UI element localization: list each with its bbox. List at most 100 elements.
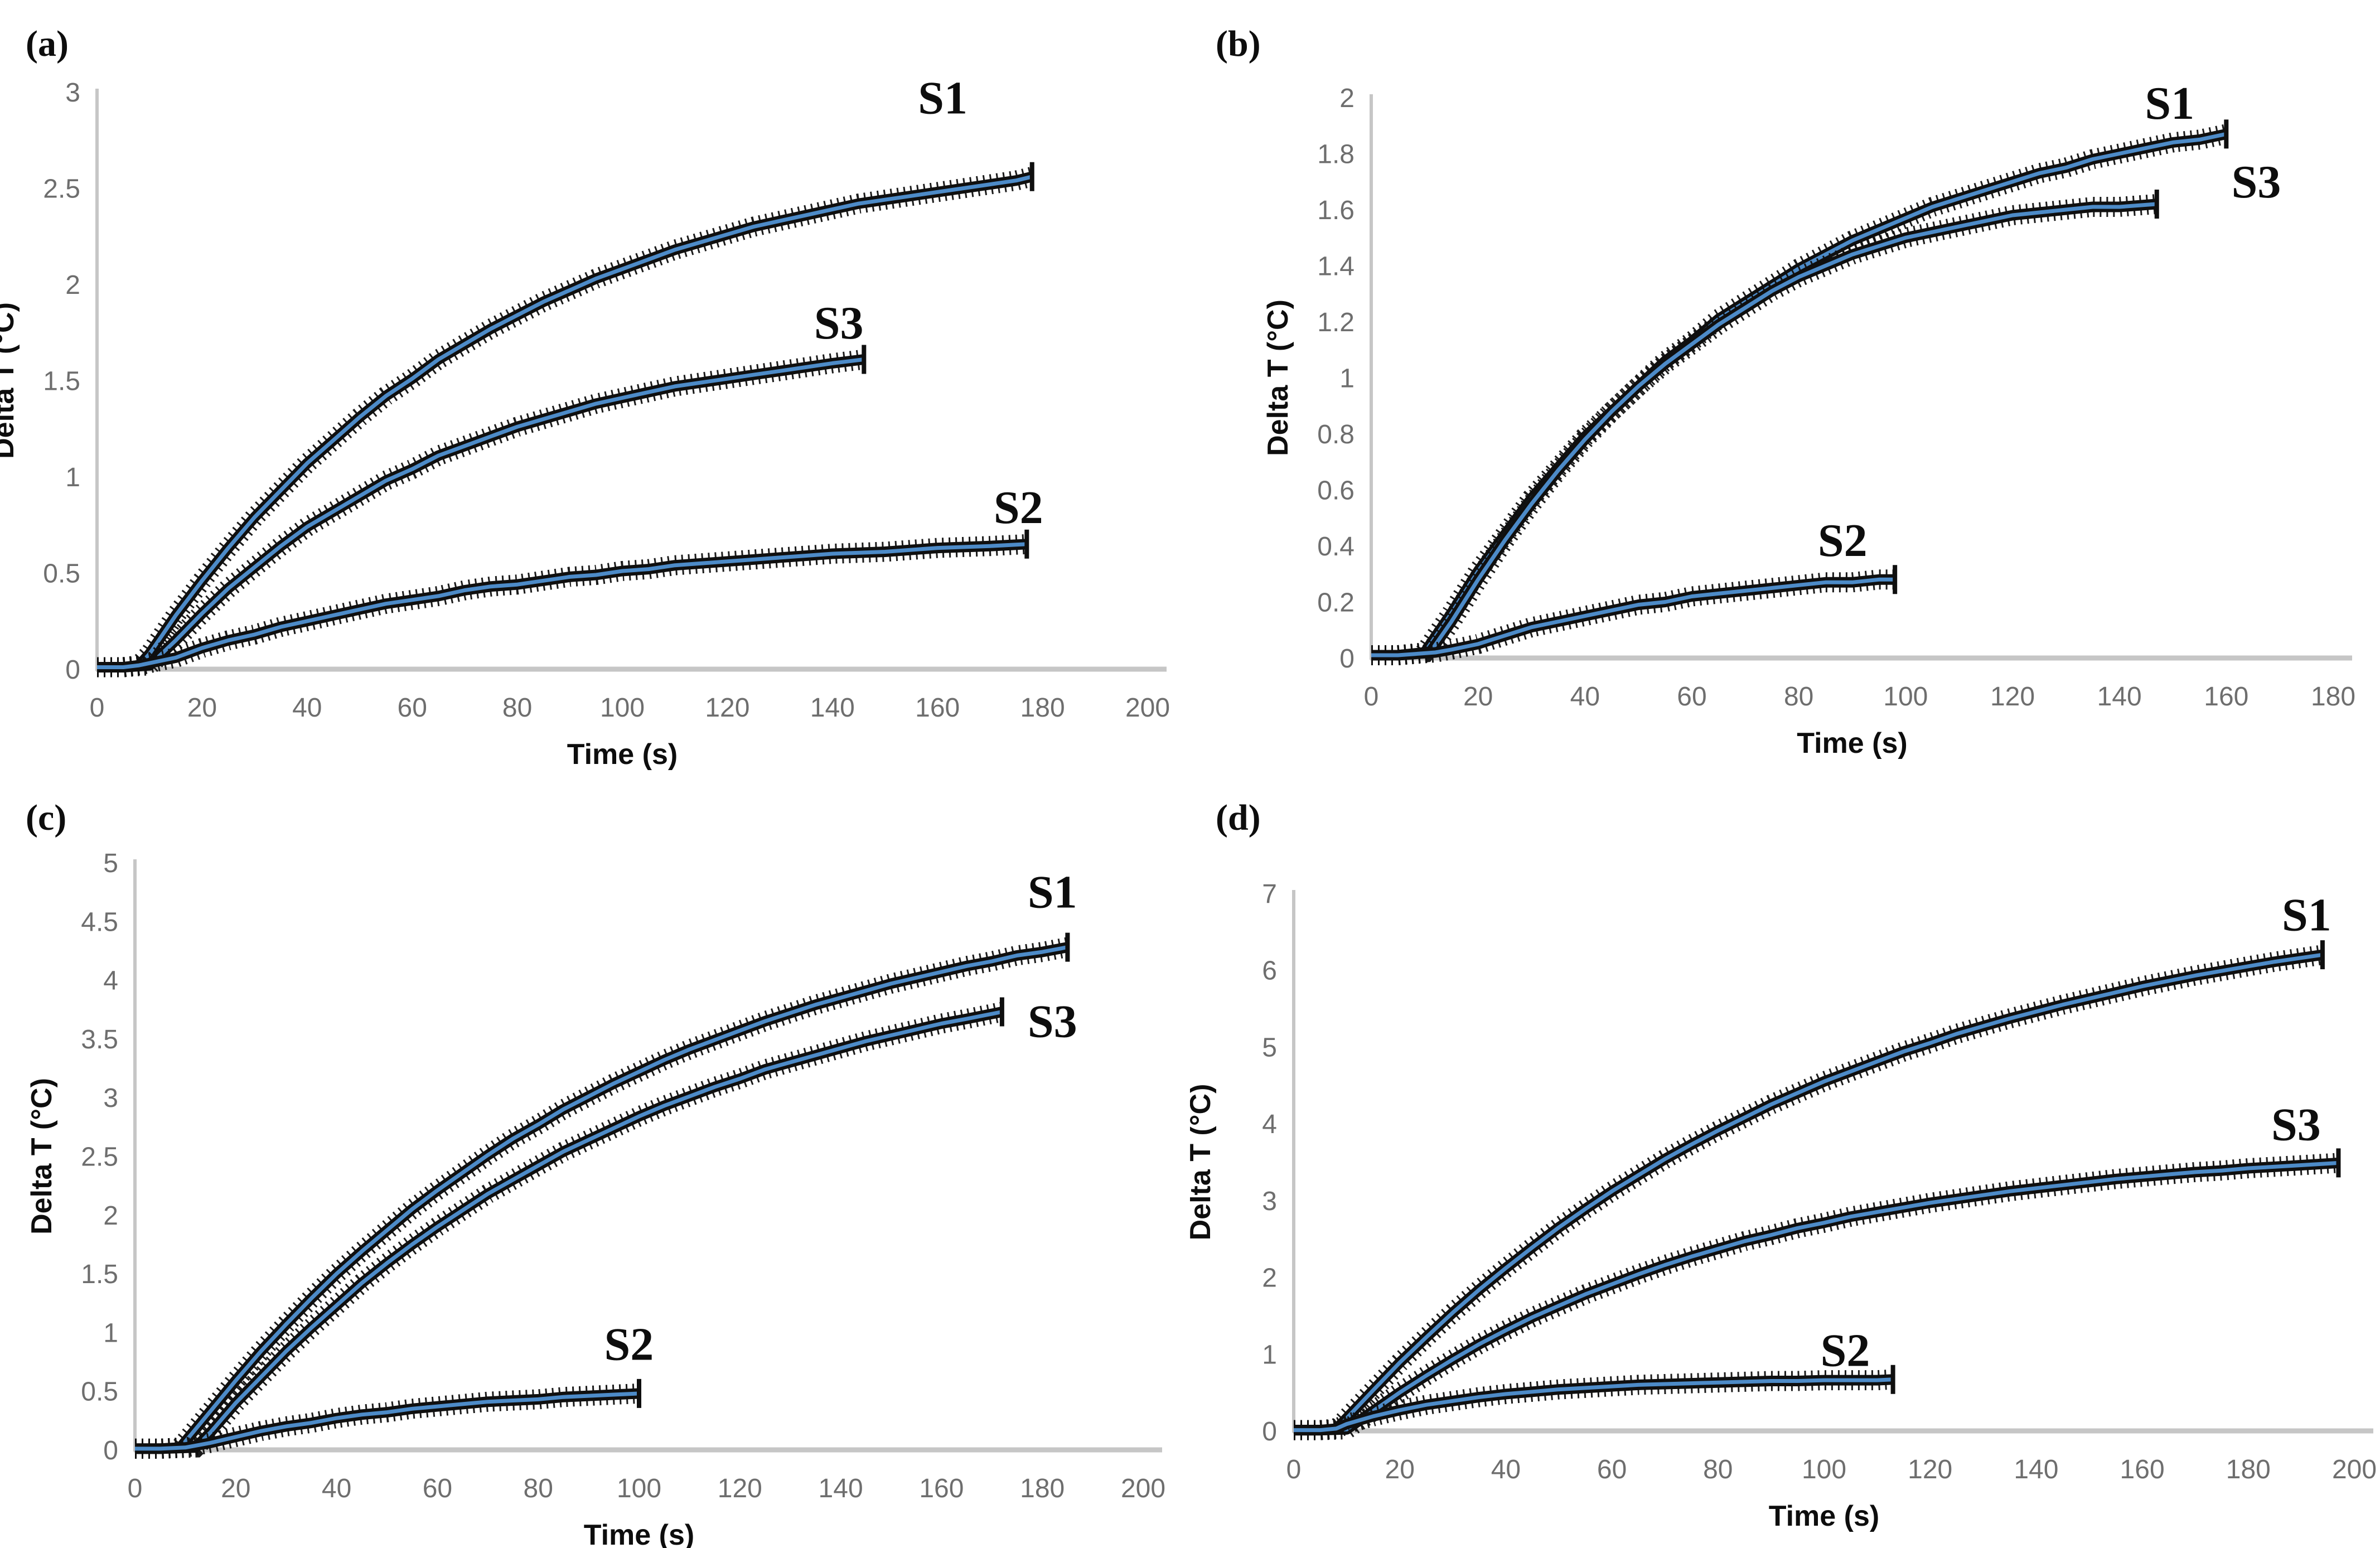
x-tick-label: 100	[1883, 682, 1928, 712]
panel-c: (c) 0 0.5 1 1.5 2 2.5 3 3.5 4 4.5 5 0 20 40 60 80 100 120 1…	[0, 774, 1190, 1548]
x-tick-label: 180	[1020, 693, 1065, 723]
x-tick-label: 160	[2204, 682, 2248, 712]
x-tick-label: 200	[2332, 1455, 2377, 1484]
y-axis-title: Delta T (°C)	[26, 1078, 58, 1235]
series-s3-band	[1294, 1157, 2339, 1436]
series-s3-line	[97, 357, 864, 669]
y-tick-label: 0	[103, 1436, 118, 1465]
y-tick-label: 1	[65, 463, 80, 492]
x-tick-label: 80	[1784, 682, 1813, 712]
x-tick-label: 140	[2014, 1455, 2058, 1484]
series-s2-line	[1371, 577, 1895, 657]
x-tick-label: 60	[398, 693, 427, 723]
y-tick-label: 1.5	[81, 1260, 118, 1289]
panel-letter: (a)	[26, 23, 69, 64]
x-tick-label: 180	[2311, 682, 2355, 712]
y-tick-label: 3	[103, 1083, 118, 1113]
y-tick-label: 2.5	[81, 1143, 118, 1172]
x-tick-label: 60	[1597, 1455, 1627, 1484]
series-s3-line	[1371, 202, 2158, 657]
x-tick-label: 40	[292, 693, 322, 723]
series-s1-line	[135, 945, 1068, 1451]
panel-letter: (d)	[1216, 797, 1261, 838]
x-tick-label: 0	[1364, 682, 1379, 712]
series-label-s1: S1	[2282, 889, 2331, 941]
y-tick-label: 0.6	[1317, 476, 1355, 506]
y-tick-label: 1.6	[1317, 196, 1355, 225]
x-tick-label: 200	[1125, 693, 1170, 723]
x-axis-title: Time (s)	[1769, 1500, 1879, 1532]
x-tick-label: 100	[1802, 1455, 1846, 1484]
y-tick-label: 0.5	[43, 559, 80, 589]
x-tick-label: 160	[2120, 1455, 2165, 1484]
x-axis-title: Time (s)	[584, 1519, 694, 1548]
x-tick-label: 160	[915, 693, 960, 723]
y-tick-label: 3	[65, 78, 80, 108]
x-tick-label: 20	[1385, 1455, 1415, 1484]
y-tick-label: 5	[1262, 1033, 1277, 1062]
y-tick-label: 2	[103, 1201, 118, 1231]
y-tick-label: 2	[65, 270, 80, 300]
y-tick-label: 1	[1262, 1340, 1277, 1370]
series-s2-line	[135, 1391, 640, 1451]
x-tick-label: 140	[810, 693, 855, 723]
y-tick-label: 2	[1339, 84, 1355, 113]
series-label-s3: S3	[2271, 1099, 2321, 1151]
y-tick-label: 3	[1262, 1187, 1277, 1216]
x-tick-label: 20	[1463, 682, 1493, 712]
chart-c-canvas: (c) 0 0.5 1 1.5 2 2.5 3 3.5 4 4.5 5 0 20 40 60 80 100 120 1…	[26, 797, 1165, 1548]
x-tick-label: 180	[2226, 1455, 2271, 1484]
series-label-s2: S2	[604, 1318, 654, 1370]
x-tick-label: 60	[1677, 682, 1706, 712]
series-label-s2: S2	[1821, 1324, 1870, 1376]
x-tick-label: 180	[1020, 1474, 1065, 1503]
series-label-s1: S1	[1028, 867, 1077, 918]
x-tick-label: 40	[1491, 1455, 1521, 1484]
x-axis-title: Time (s)	[1797, 727, 1907, 760]
y-tick-label: 1.5	[43, 367, 80, 396]
y-tick-label: 0.2	[1317, 588, 1355, 618]
y-tick-label: 4	[1262, 1110, 1277, 1139]
y-axis-title: Delta T (°C)	[0, 302, 20, 459]
x-tick-label: 140	[819, 1474, 863, 1503]
x-tick-label: 140	[2097, 682, 2142, 712]
series-s3-band	[97, 354, 865, 673]
y-axis-title: Delta T (°C)	[1262, 299, 1294, 456]
series-s2-line	[1294, 1377, 1893, 1433]
series-s1-line	[97, 175, 1033, 669]
series-s1-line	[1294, 952, 2323, 1433]
y-tick-label: 0.4	[1317, 532, 1355, 562]
series-label-s3: S3	[814, 297, 864, 349]
y-tick-label: 5	[103, 849, 118, 878]
y-tick-label: 4	[103, 966, 118, 996]
x-tick-label: 100	[600, 693, 645, 723]
y-tick-label: 0.5	[81, 1377, 118, 1407]
y-tick-label: 2	[1262, 1264, 1277, 1293]
y-tick-label: 1	[103, 1318, 118, 1348]
x-tick-label: 60	[423, 1474, 452, 1503]
series-s3-errorband	[97, 349, 865, 678]
series-s2-errorband	[97, 534, 1028, 678]
x-tick-label: 20	[187, 693, 217, 723]
y-tick-label: 7	[1262, 879, 1277, 909]
y-tick-label: 4.5	[81, 907, 118, 937]
series-s3-errorband	[135, 1002, 1004, 1459]
chart-b-canvas: (b)00.20.40.60.811.21.41.61.820 20 40 60 80 1…	[1216, 23, 2355, 760]
x-tick-label: 200	[1121, 1474, 1165, 1503]
series-label-s1: S1	[2145, 78, 2194, 129]
series-s3-errorband	[1294, 1153, 2339, 1440]
panel-letter: (c)	[26, 797, 66, 838]
series-label-s2: S2	[1818, 515, 1868, 567]
y-tick-label: 0	[1339, 644, 1355, 674]
x-tick-label: 80	[502, 693, 532, 723]
series-s3-line	[1294, 1160, 2339, 1433]
x-tick-label: 20	[221, 1474, 250, 1503]
y-tick-label: 0.8	[1317, 420, 1355, 449]
series-s2-line	[97, 542, 1027, 669]
y-tick-label: 3.5	[81, 1025, 118, 1054]
x-tick-label: 80	[1703, 1455, 1733, 1484]
x-tick-label: 120	[1990, 682, 2035, 712]
panel-d: (d) 0 1 2 3 4 5 6 7 0 20 40 60 80 100 120 140 160 180 200 Ti…	[1190, 774, 2380, 1548]
x-axis-title: Time (s)	[567, 738, 678, 771]
